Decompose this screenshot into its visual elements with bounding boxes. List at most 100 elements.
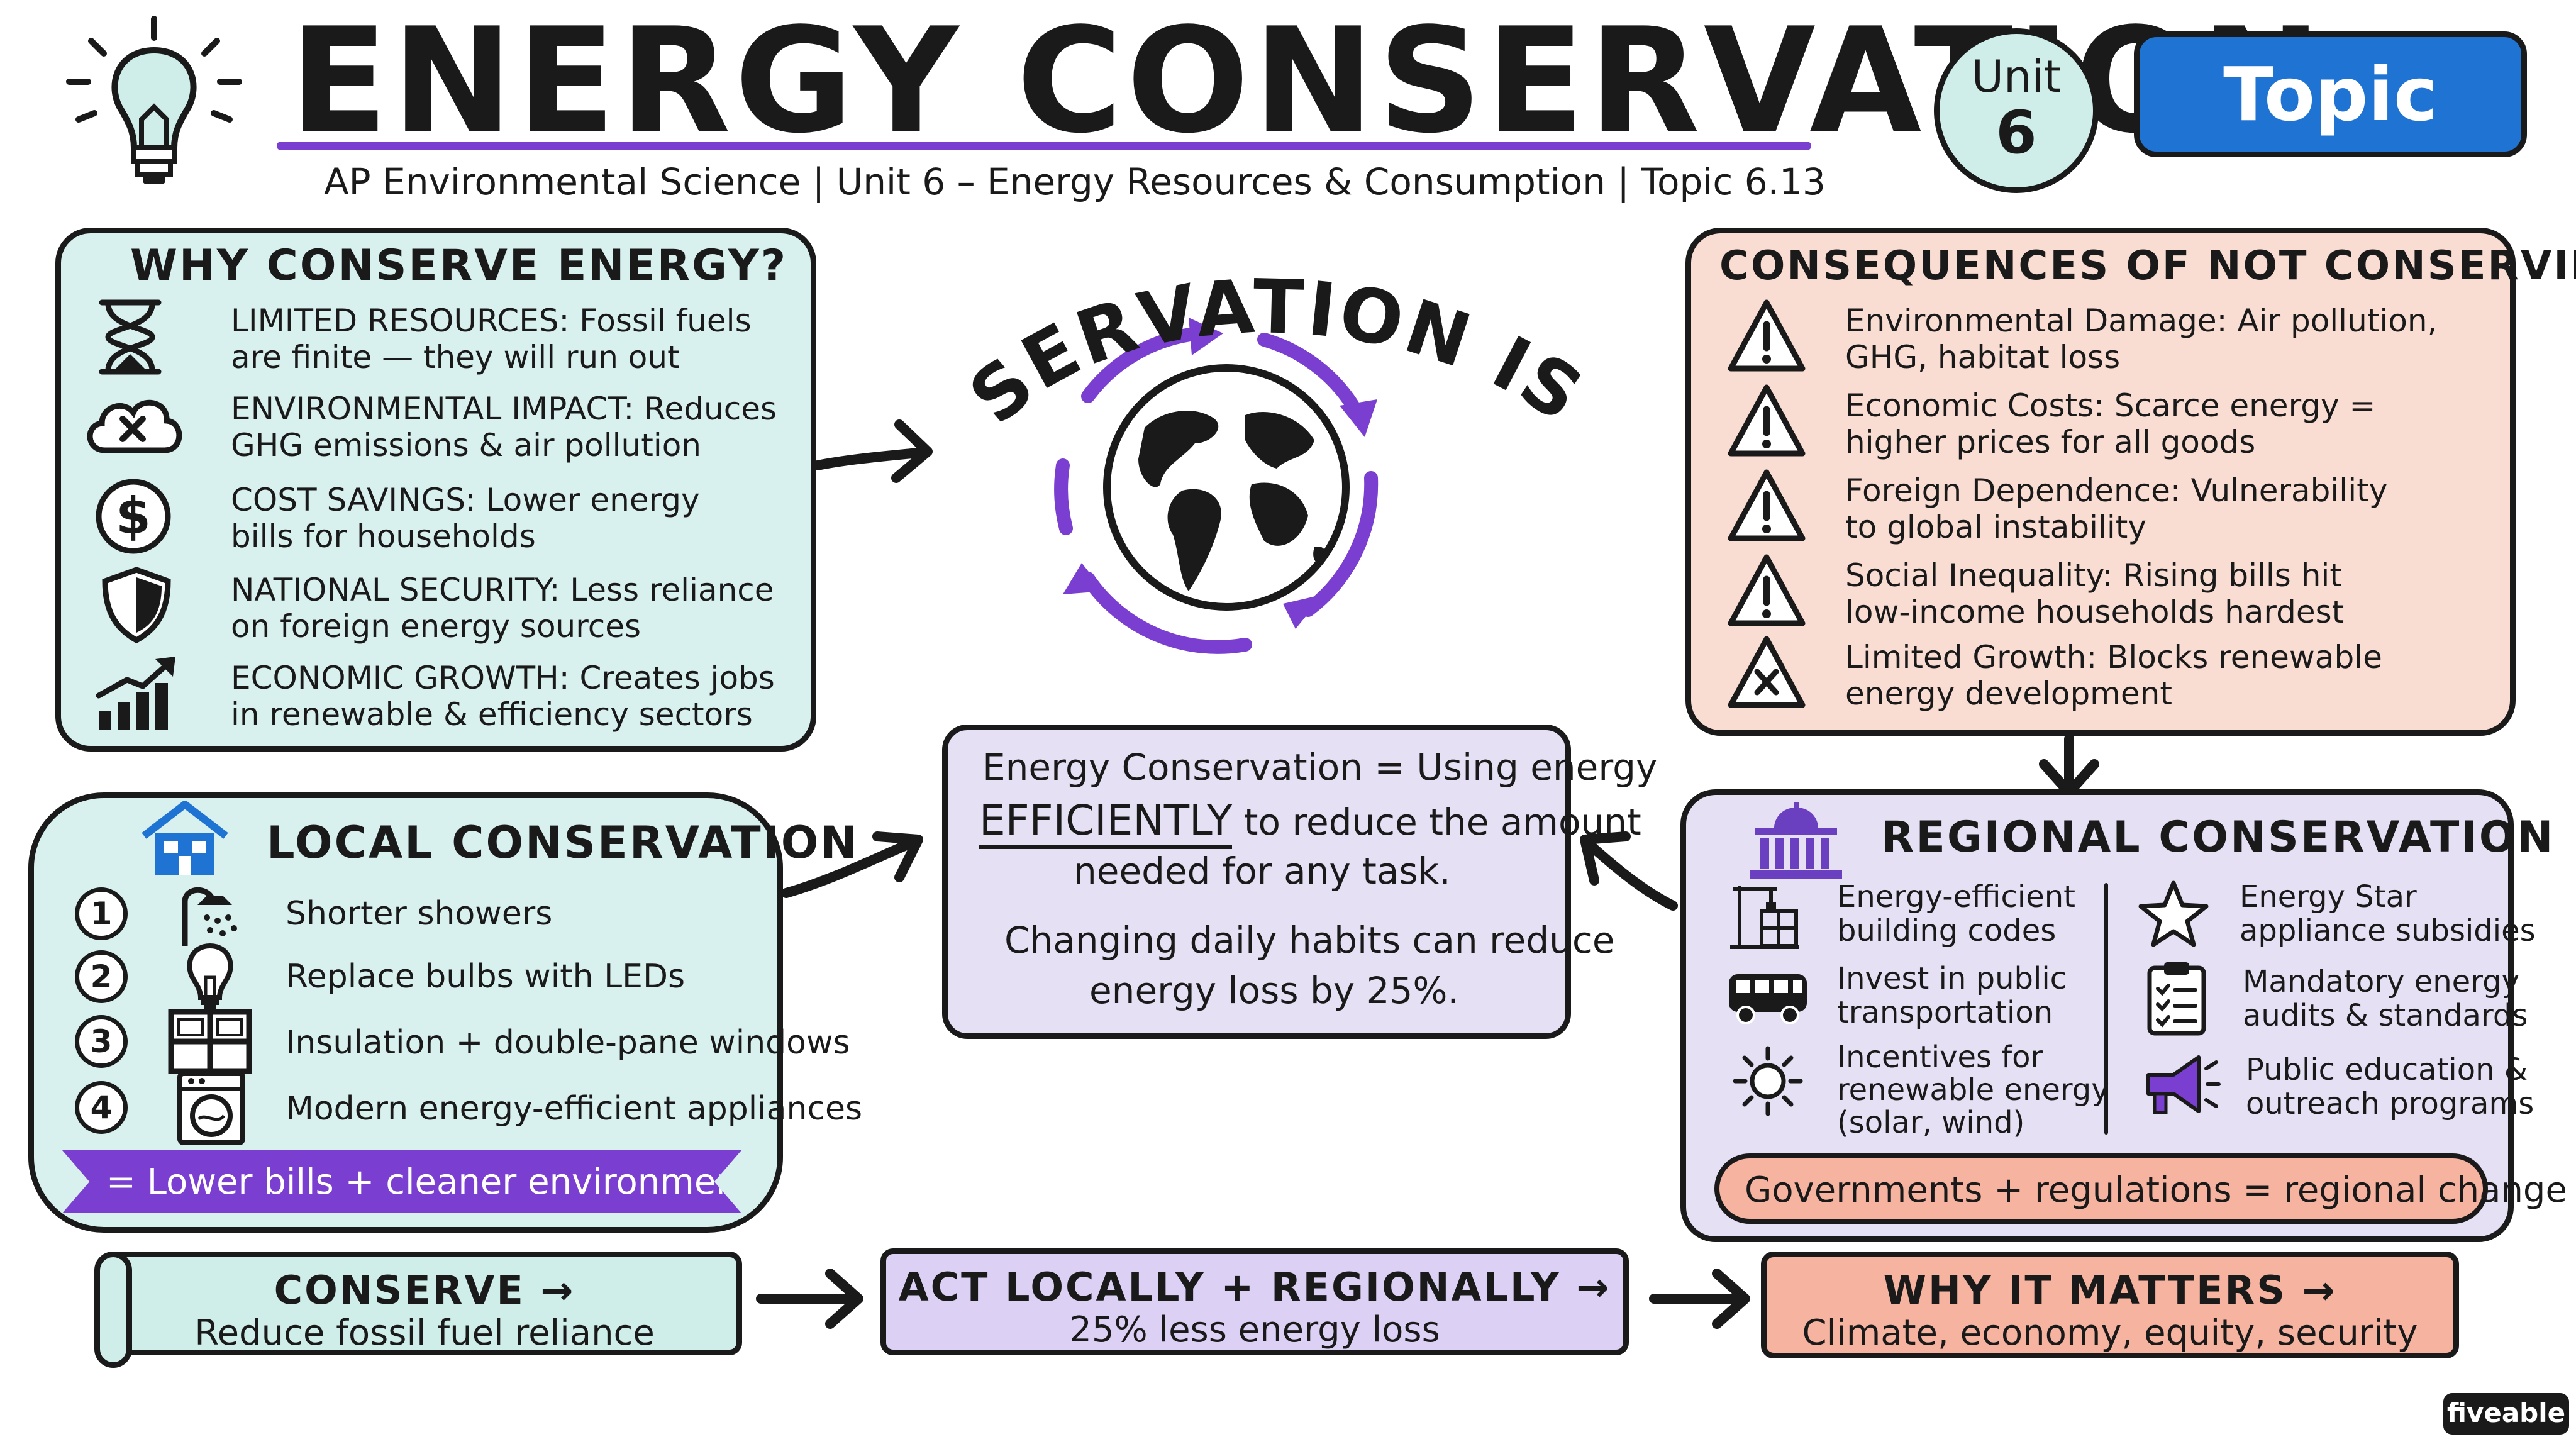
why-item-1-line1: LIMITED RESOURCES: Fossil fuels: [231, 303, 752, 339]
local-conservation-title: LOCAL CONSERVATION: [267, 817, 859, 869]
why-item-3-line2: bills for households: [231, 518, 536, 555]
megaphone-icon: [2136, 1050, 2224, 1119]
consequence-1-line1: Environmental Damage: Air pollution,: [1845, 303, 2438, 339]
sun-icon: [1730, 1043, 1806, 1119]
why-item-3-line1: COST SAVINGS: Lower energy: [231, 482, 700, 518]
flow-step-act-subtitle: 25% less energy loss: [1069, 1309, 1440, 1350]
flow-step-conserve-subtitle: Reduce fossil fuel reliance: [194, 1313, 655, 1353]
local-item-1: Shorter showers: [286, 895, 553, 933]
flow-scroll-curl: [94, 1252, 132, 1368]
regional-left-1-line2: building codes: [1837, 913, 2057, 948]
local-item-4: Modern energy-efficient appliances: [286, 1090, 863, 1128]
definition-line2-rest: to reduce the amount: [1232, 801, 1641, 843]
flow-step-why: WHY IT MATTERS → Climate, economy, equit…: [1761, 1252, 2459, 1358]
why-conserve-title: WHY CONSERVE ENERGY?: [130, 241, 788, 291]
warning-icon: [1726, 466, 1807, 548]
shower-icon: [172, 877, 248, 952]
svg-text:$: $: [116, 487, 151, 545]
local-item-3: Insulation + double-pane windows: [286, 1024, 850, 1062]
why-item-5-line1: ECONOMIC GROWTH: Creates jobs: [231, 660, 775, 696]
house-icon: [138, 798, 232, 880]
title-underline: [277, 142, 1811, 150]
warning-icon: [1726, 296, 1807, 378]
regional-column-divider: [2104, 883, 2108, 1135]
center-graphic: [813, 318, 1379, 654]
consequence-5-line2: energy development: [1845, 675, 2172, 712]
flow-step-act-title: ACT LOCALLY + REGIONALLY →: [898, 1264, 1611, 1310]
step-number-2: 2: [75, 950, 128, 1003]
local-result-text: = Lower bills + cleaner environment: [106, 1162, 752, 1202]
government-building-icon: [1743, 801, 1850, 883]
regional-left-3-line3: (solar, wind): [1837, 1105, 2025, 1140]
clipboard-icon: [2142, 958, 2211, 1037]
step-number-4: 4: [75, 1081, 128, 1134]
bulb-icon: [175, 940, 245, 1015]
regional-left-2-line2: transportation: [1837, 995, 2053, 1030]
why-item-2-line1: ENVIRONMENTAL IMPACT: Reduces: [231, 391, 777, 427]
why-item-2-line2: GHG emissions & air pollution: [231, 427, 701, 464]
unit-badge-label: Unit: [1971, 51, 2062, 103]
definition-line2: EFFICIENTLY to reduce the amount: [979, 796, 1641, 849]
unit-badge-number: 6: [1996, 99, 2037, 167]
why-conserve-panel: WHY CONSERVE ENERGY? LIMITED RESOURCES: …: [55, 228, 816, 752]
regional-left-1-line1: Energy-efficient: [1837, 879, 2075, 914]
flow-step-why-title: WHY IT MATTERS →: [1883, 1267, 2337, 1313]
consequence-3-line2: to global instability: [1845, 509, 2146, 545]
habit-line1: Changing daily habits can reduce: [1004, 919, 1615, 962]
warning-icon: [1726, 381, 1807, 463]
why-item-4-line1: NATIONAL SECURITY: Less reliance: [231, 572, 774, 608]
regional-right-2-line1: Mandatory energy: [2243, 964, 2519, 999]
consequences-panel: CONSEQUENCES OF NOT CONSERVING Environme…: [1685, 228, 2576, 736]
why-item-1-line2: are finite — they will run out: [231, 339, 680, 375]
regional-right-3-line2: outreach programs: [2246, 1086, 2534, 1121]
definition-line3: needed for any task.: [1074, 850, 1451, 892]
regional-summary-text: Governments + regulations = regional cha…: [1745, 1170, 2567, 1211]
conservation-is-key-arc: CONSERVATION IS KEY: [924, 264, 1624, 457]
consequence-1-line2: GHG, habitat loss: [1845, 339, 2121, 375]
flow-step-conserve-title: CONSERVE →: [274, 1267, 575, 1313]
regional-left-2-line1: Invest in public: [1837, 961, 2067, 996]
definition-line1: Energy Conservation = Using energy: [982, 746, 1658, 789]
local-conservation-panel: LOCAL CONSERVATION 1 Shorter showers 2 R…: [28, 792, 862, 1233]
regional-right-1-line1: Energy Star: [2240, 879, 2417, 914]
habit-line2: energy loss by 25%.: [1089, 969, 1459, 1012]
local-result-banner: = Lower bills + cleaner environment: [62, 1150, 741, 1213]
regional-summary-bubble: Governments + regulations = regional cha…: [1714, 1153, 2567, 1224]
regional-right-2-line2: audits & standards: [2243, 998, 2528, 1033]
why-item-4-line2: on foreign energy sources: [231, 608, 641, 645]
regional-conservation-panel: REGIONAL CONSERVATION Energy-efficient b…: [1680, 789, 2567, 1242]
lightbulb-icon: [60, 13, 248, 201]
consequence-2-line2: higher prices for all goods: [1845, 424, 2256, 460]
washer-icon: [174, 1069, 249, 1147]
consequence-5-line1: Limited Growth: Blocks renewable: [1845, 639, 2382, 675]
warning-icon: [1726, 551, 1807, 633]
consequence-3-line1: Foreign Dependence: Vulnerability: [1845, 472, 2388, 509]
brand-name: fiveable: [2446, 1397, 2566, 1428]
shield-icon: [96, 564, 177, 645]
regional-conservation-title: REGIONAL CONSERVATION: [1881, 813, 2555, 862]
consequence-4-line2: low-income households hardest: [1845, 594, 2345, 630]
flow-step-why-subtitle: Climate, economy, equity, security: [1802, 1313, 2418, 1353]
flow-step-conserve: CONSERVE → Reduce fossil fuel reliance: [107, 1252, 742, 1355]
efficiently-emphasis: EFFICIENTLY: [979, 796, 1233, 849]
flow-step-act: ACT LOCALLY + REGIONALLY → 25% less ener…: [880, 1248, 1629, 1355]
cloud-x-icon: [80, 384, 187, 466]
step-number-1: 1: [75, 887, 128, 940]
regional-right-1-line2: appliance subsidies: [2240, 913, 2536, 948]
regional-left-3-line1: Incentives for: [1837, 1040, 2043, 1075]
page-subtitle: AP Environmental Science | Unit 6 – Ener…: [324, 160, 1826, 203]
consequences-title: CONSEQUENCES OF NOT CONSERVING: [1719, 243, 2576, 289]
regional-right-3-line1: Public education &: [2246, 1052, 2528, 1087]
local-item-2: Replace bulbs with LEDs: [286, 958, 686, 996]
topic-badge: Topic 6.13: [2134, 31, 2527, 252]
bus-icon: [1724, 965, 1812, 1028]
step-number-3: 3: [75, 1015, 128, 1068]
definition-panel: Energy Conservation = Using energy EFFIC…: [942, 724, 1657, 1039]
regional-left-3-line2: renewable energy: [1837, 1072, 2109, 1108]
building-crane-icon: [1727, 877, 1802, 952]
consequence-4-line1: Social Inequality: Rising bills hit: [1845, 557, 2342, 594]
growth-chart-icon: [92, 652, 187, 733]
star-icon: [2136, 877, 2211, 952]
consequence-2-line1: Economic Costs: Scarce energy =: [1845, 387, 2376, 424]
window-icon: [166, 1007, 254, 1076]
